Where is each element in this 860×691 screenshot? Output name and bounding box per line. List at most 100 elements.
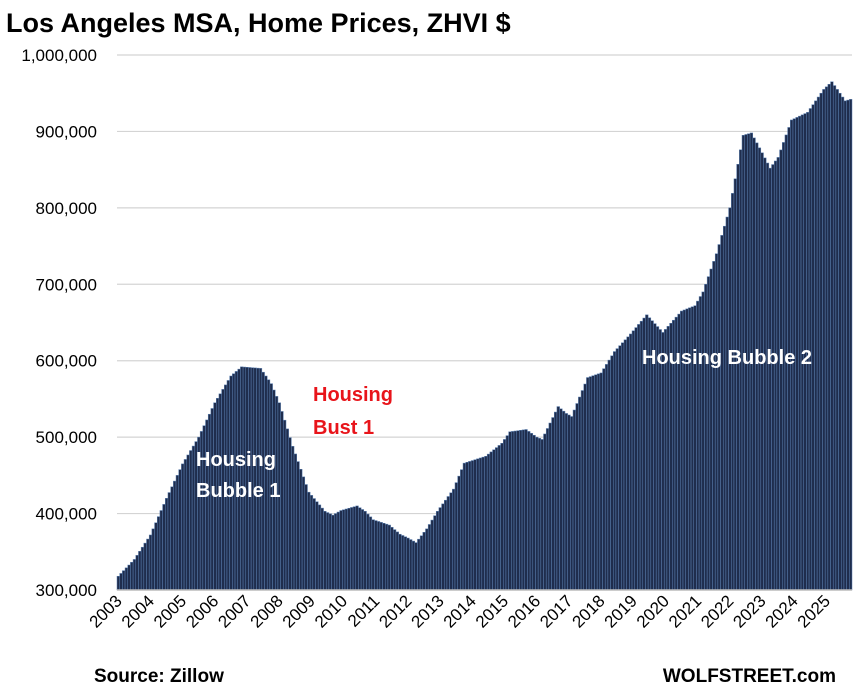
bar [811,104,815,591]
bar [822,89,826,591]
bar [728,207,732,591]
bar [186,454,190,591]
bar [352,506,356,591]
bar [511,431,515,591]
x-axis-tick-labels: 2003200420052006200720082009201020112012… [86,591,834,631]
bar [634,327,638,591]
x-tick-label: 2015 [472,591,512,631]
x-tick-label: 2012 [375,591,415,631]
bar [427,524,432,591]
bar [291,446,295,591]
brand-label: WOLFSTREET.com [662,666,836,687]
bar [519,430,523,591]
bar [736,164,740,591]
bar [151,528,155,591]
bar [374,520,378,591]
bar [492,449,496,591]
bar [760,152,764,591]
bar [165,498,169,591]
bar [417,538,421,591]
bar [409,539,413,591]
bar [127,564,131,591]
bar [626,336,630,591]
bar [714,253,719,591]
bar [154,522,158,591]
bar [181,463,185,591]
bar [449,492,453,591]
bar [497,445,501,591]
bar [296,461,300,591]
bar [143,542,147,591]
bar [283,419,287,591]
bar [731,193,735,591]
bar [505,435,509,591]
bar [135,555,139,591]
bar [610,355,614,591]
bar [205,419,209,591]
bar [701,291,705,591]
bar [580,390,585,591]
bar [328,513,332,591]
x-tick-label: 2007 [214,591,254,631]
bar [433,515,437,591]
bar [706,276,711,591]
x-tick-label: 2008 [247,591,287,631]
bar [814,100,818,591]
x-tick-label: 2010 [311,591,351,631]
bar [588,376,593,591]
bar [704,284,708,591]
bar [832,85,837,591]
bar [411,540,416,591]
bar [631,330,635,591]
bar [551,417,555,591]
bar [446,496,450,591]
bar [602,368,606,591]
bar [355,505,359,591]
bar [613,351,617,591]
bar [623,339,627,591]
x-tick-label: 2018 [568,591,608,631]
bar [583,383,587,591]
bar [846,99,850,591]
x-tick-label: 2006 [182,591,222,631]
chart-annotations: Housing Bubble 1 Housing Bust 1 Housing Bubb… [196,347,812,502]
bar [776,157,780,591]
bar [524,429,528,591]
bar [342,509,346,591]
bar [344,508,348,591]
bar [304,484,308,591]
bar [615,348,619,591]
bar [175,475,179,591]
bar [146,538,150,591]
bar [849,99,853,591]
bar [698,296,703,591]
bar [618,345,622,591]
bar [323,511,327,591]
bar [473,459,477,591]
bar [529,433,534,591]
bar [773,160,778,591]
bar [661,332,665,591]
x-tick-label: 2014 [440,591,480,631]
bar [513,430,517,591]
bar [358,507,362,591]
bar [288,437,292,591]
x-tick-label: 2023 [729,591,769,631]
x-tick-label: 2017 [536,591,576,631]
bar [489,451,493,591]
bar [315,501,319,591]
bar [307,491,311,591]
y-tick-label: 300,000 [36,581,97,600]
bar [478,457,483,591]
x-tick-label: 2011 [344,591,383,630]
bar [462,462,466,591]
bar [725,216,729,591]
bar [460,469,464,591]
bar [301,476,306,591]
bar [371,519,375,591]
bar [722,225,727,591]
bar [419,535,424,591]
bar [494,447,499,591]
bar [189,450,193,591]
